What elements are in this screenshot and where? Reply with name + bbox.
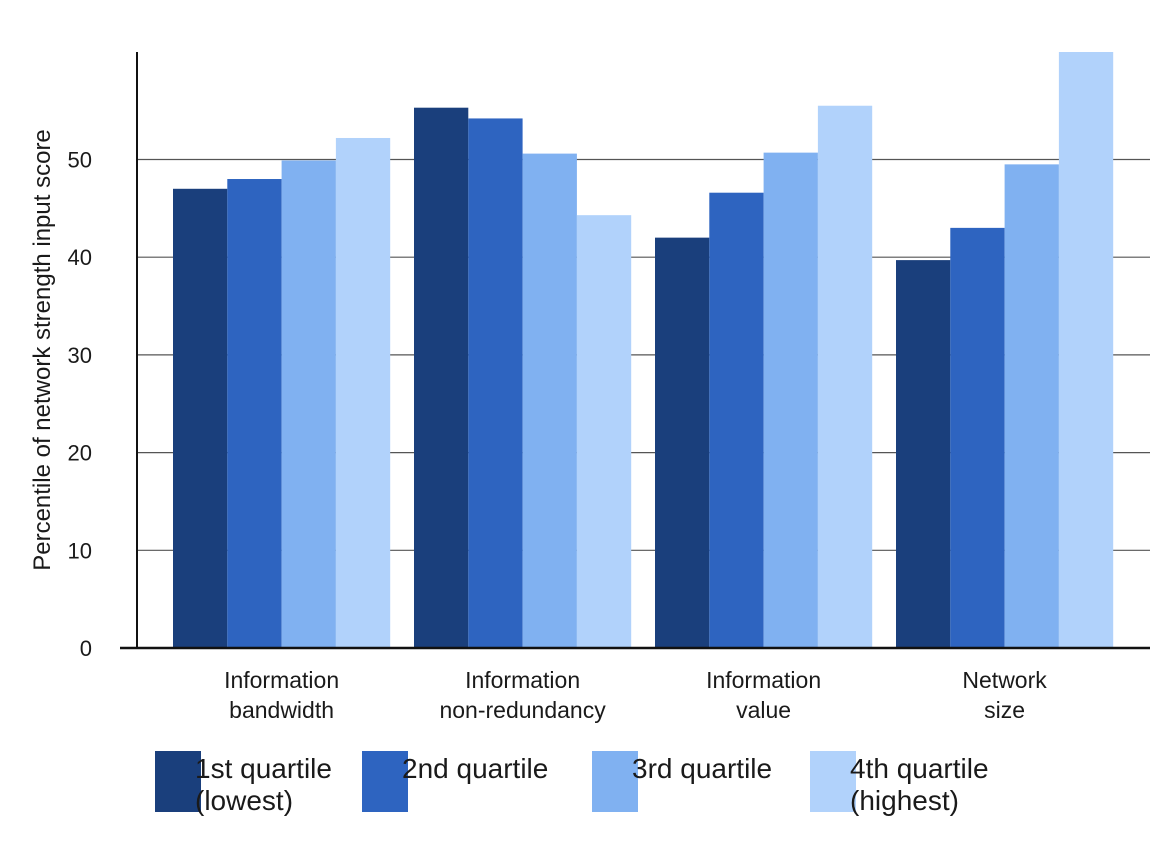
- bar: [522, 153, 577, 649]
- legend-label: 4th quartile (highest): [850, 753, 989, 816]
- bar: [281, 160, 336, 648]
- bar: [763, 152, 818, 649]
- bars: [173, 52, 1114, 649]
- y-axis-title: Percentile of network strength input sco…: [29, 129, 56, 571]
- legend-swatch: [362, 751, 408, 812]
- y-tick-label: 20: [68, 441, 92, 466]
- x-category-label: Information non-redundancy: [439, 667, 606, 723]
- y-tick-labels: 0 10 20 30 40 50: [68, 147, 92, 661]
- legend-swatch: [592, 751, 638, 812]
- bar: [950, 227, 1005, 649]
- y-tick-label: 10: [68, 538, 92, 563]
- bar: [1004, 164, 1059, 648]
- bar: [896, 260, 951, 648]
- x-category-labels: Information bandwidth Information non-redun…: [224, 667, 1047, 723]
- legend-label: 3rd quartile: [632, 753, 772, 784]
- legend-swatch: [155, 751, 201, 812]
- bar: [576, 215, 632, 648]
- bar: [817, 105, 873, 649]
- legend-label: 1st quartile (lowest): [195, 753, 332, 816]
- bar: [414, 107, 469, 649]
- y-tick-label: 30: [68, 343, 92, 368]
- x-category-label: Network size: [962, 667, 1047, 723]
- x-category-label: Information bandwidth: [224, 667, 339, 723]
- bar: [655, 237, 710, 648]
- y-tick-label: 50: [68, 147, 92, 172]
- legend: 1st quartile (lowest) 2nd quartile 3rd quar…: [155, 751, 989, 816]
- y-tick-label: 40: [68, 245, 92, 270]
- bar: [468, 118, 523, 649]
- legend-label: 2nd quartile: [402, 753, 548, 784]
- bar: [709, 192, 764, 649]
- legend-swatch: [810, 751, 856, 812]
- bar: [173, 188, 228, 649]
- bar: [1058, 52, 1114, 648]
- x-category-label: Information value: [706, 667, 821, 723]
- axes: [120, 52, 1150, 650]
- y-tick-label: 0: [80, 636, 92, 661]
- bar: [227, 179, 282, 648]
- bar: [335, 137, 391, 648]
